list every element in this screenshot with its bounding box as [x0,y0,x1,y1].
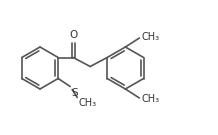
Text: S: S [71,87,78,97]
Text: CH₃: CH₃ [141,32,160,42]
Text: CH₃: CH₃ [78,99,96,109]
Text: O: O [69,30,77,40]
Text: CH₃: CH₃ [141,94,160,104]
